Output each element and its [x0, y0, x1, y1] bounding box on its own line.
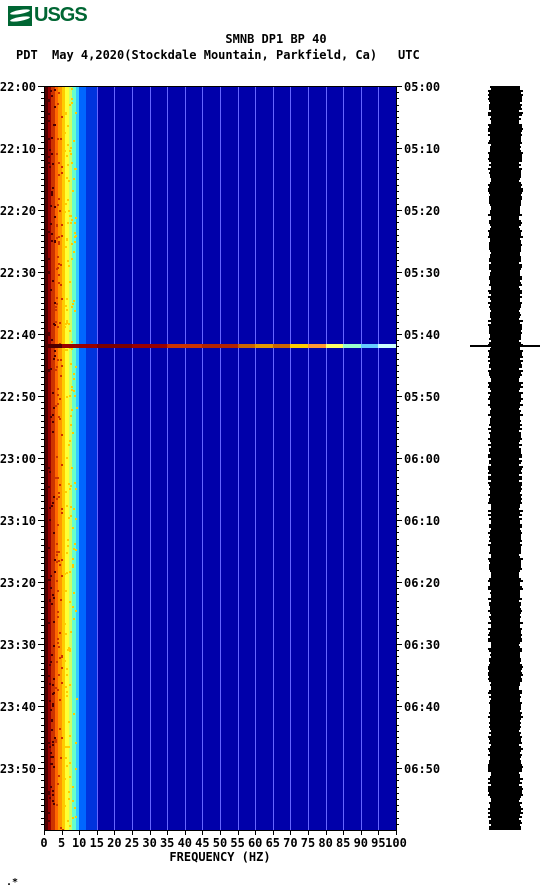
bottom-tick-label: 90	[354, 836, 368, 850]
pdt-label: PDT	[16, 48, 38, 62]
bottom-tick-label: 50	[213, 836, 227, 850]
left-tick-label: 23:20	[0, 576, 36, 590]
bottom-tick-label: 65	[266, 836, 280, 850]
waveform-trace	[470, 86, 540, 830]
left-tick-label: 22:40	[0, 328, 36, 342]
left-tick-label: 22:30	[0, 266, 36, 280]
bottom-tick-label: 95	[371, 836, 385, 850]
right-tick-label: 05:30	[404, 266, 440, 280]
right-tick-label: 05:50	[404, 390, 440, 404]
usgs-logo-text: USGS	[34, 4, 87, 27]
bottom-tick-label: 15	[90, 836, 104, 850]
bottom-tick-label: 10	[72, 836, 86, 850]
bottom-tick-label: 40	[178, 836, 192, 850]
bottom-tick-label: 20	[107, 836, 121, 850]
chart-title: SMNB DP1 BP 40	[0, 32, 552, 46]
bottom-tick-label: 0	[40, 836, 47, 850]
left-tick-label: 23:40	[0, 700, 36, 714]
bottom-tick-label: 55	[230, 836, 244, 850]
left-tick-label: 22:10	[0, 142, 36, 156]
bottom-tick-label: 25	[125, 836, 139, 850]
footer-mark: .*	[6, 877, 18, 888]
right-time-axis: 05:0005:1005:2005:3005:4005:5006:0006:10…	[396, 86, 446, 830]
right-tick-label: 06:50	[404, 762, 440, 776]
left-tick-label: 23:10	[0, 514, 36, 528]
bottom-tick-label: 60	[248, 836, 262, 850]
plot-border	[44, 86, 396, 87]
left-time-axis: 22:0022:1022:2022:3022:4022:5023:0023:10…	[0, 86, 44, 830]
left-tick-label: 23:30	[0, 638, 36, 652]
x-axis-label: FREQUENCY (HZ)	[44, 850, 396, 864]
right-tick-label: 06:20	[404, 576, 440, 590]
bottom-tick-label: 85	[336, 836, 350, 850]
plot-border	[44, 86, 45, 830]
right-tick-label: 05:00	[404, 80, 440, 94]
bottom-tick-label: 30	[142, 836, 156, 850]
bottom-tick-label: 100	[385, 836, 407, 850]
right-tick-label: 05:20	[404, 204, 440, 218]
bottom-tick-label: 70	[283, 836, 297, 850]
bottom-tick-label: 45	[195, 836, 209, 850]
bottom-tick-label: 75	[301, 836, 315, 850]
right-tick-label: 06:10	[404, 514, 440, 528]
spectrogram-plot	[44, 86, 396, 830]
left-tick-label: 22:00	[0, 80, 36, 94]
left-tick-label: 22:20	[0, 204, 36, 218]
left-tick-label: 23:00	[0, 452, 36, 466]
date-label: May 4,2020(Stockdale Mountain, Parkfield…	[52, 48, 377, 62]
bottom-tick-label: 5	[58, 836, 65, 850]
right-tick-label: 06:30	[404, 638, 440, 652]
right-tick-label: 06:40	[404, 700, 440, 714]
left-tick-label: 22:50	[0, 390, 36, 404]
utc-label: UTC	[398, 48, 420, 62]
right-tick-label: 05:10	[404, 142, 440, 156]
bottom-tick-label: 35	[160, 836, 174, 850]
left-tick-label: 23:50	[0, 762, 36, 776]
right-tick-label: 05:40	[404, 328, 440, 342]
usgs-logo: USGS	[8, 4, 87, 27]
right-tick-label: 06:00	[404, 452, 440, 466]
bottom-tick-label: 80	[318, 836, 332, 850]
usgs-wave-icon	[8, 6, 32, 26]
